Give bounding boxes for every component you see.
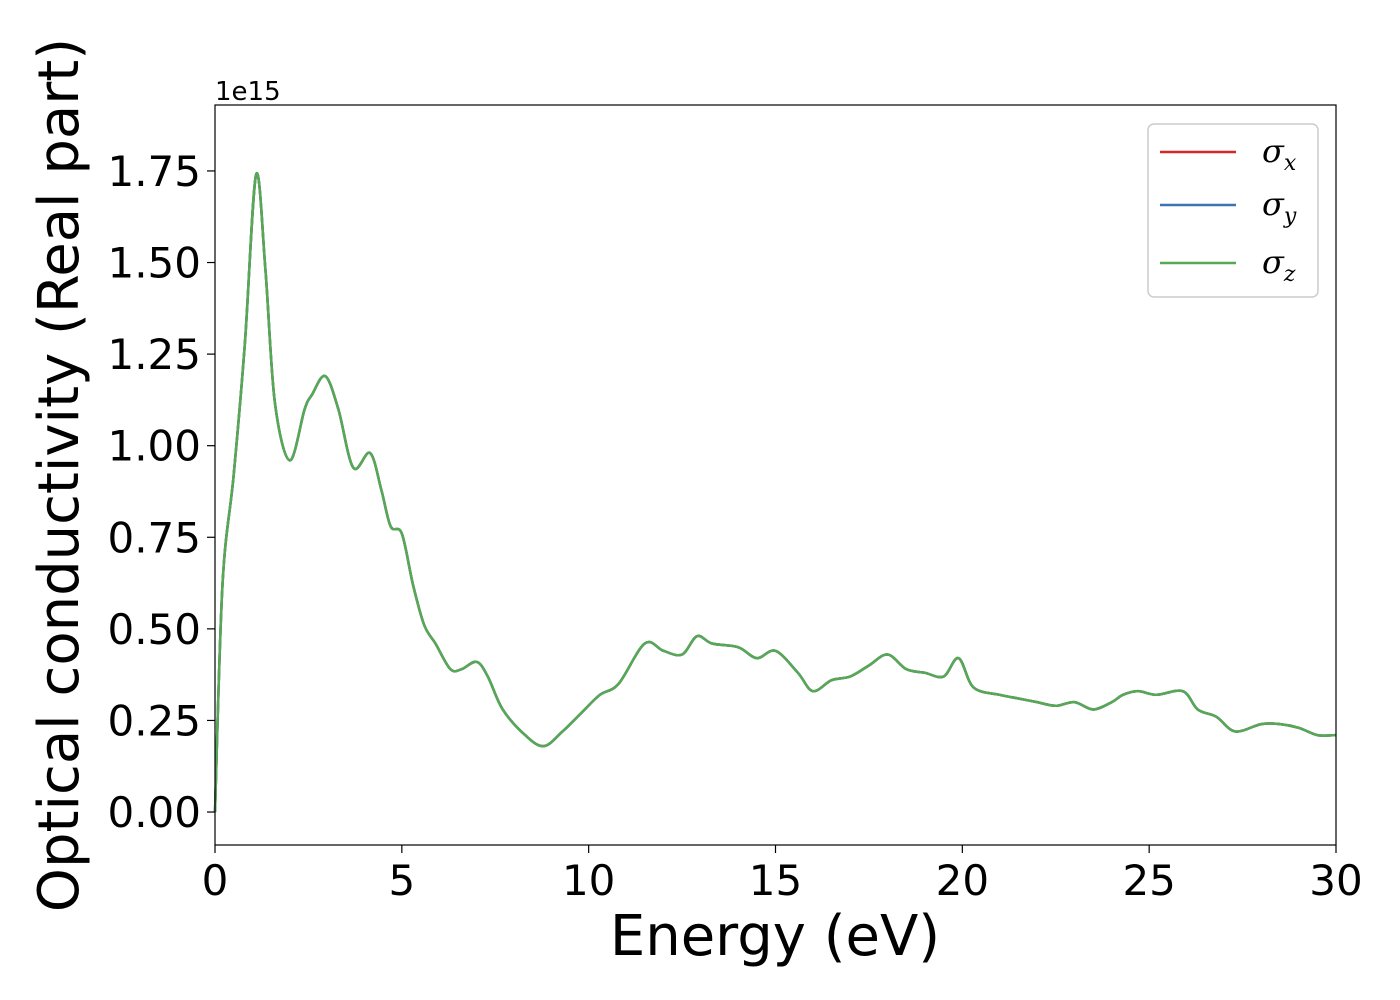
y-tick-label: 1.25 (107, 330, 201, 379)
series-layer (213, 171, 1337, 813)
legend-label-sigma-z: σz (1262, 243, 1296, 287)
x-tick-label: 30 (1309, 856, 1362, 905)
x-tick-label: 0 (202, 856, 229, 905)
y-tick-label: 0.00 (107, 788, 201, 837)
legend-label-sigma-y: σy (1262, 185, 1297, 229)
legend-symbol-sigma-z: σ (1262, 243, 1285, 281)
y-tick-label: 1.00 (107, 422, 201, 471)
y-tick-label: 0.25 (107, 696, 201, 745)
y-tick-label: 1.75 (107, 147, 201, 196)
legend: σx σy σz (1147, 123, 1319, 298)
x-axis: 0 5 10 15 20 25 30 (202, 845, 1363, 905)
y-tick-label: 0.75 (107, 513, 201, 562)
y-axis-label: Optical conductivity (Real part) (27, 38, 92, 912)
legend-sub-z: z (1283, 262, 1296, 287)
legend-label-sigma-x: σx (1262, 132, 1297, 176)
y-axis: 0.00 0.25 0.50 0.75 1.00 1.25 1.50 1.75 (107, 147, 215, 837)
x-tick-label: 15 (749, 856, 802, 905)
legend-sub-y: y (1283, 204, 1297, 229)
legend-box (1147, 123, 1319, 298)
x-tick-label: 20 (936, 856, 989, 905)
x-tick-label: 25 (1122, 856, 1175, 905)
legend-symbol-sigma-y: σ (1262, 185, 1285, 223)
legend-symbol-sigma-x: σ (1262, 132, 1285, 170)
x-tick-label: 5 (388, 856, 415, 905)
y-tick-label: 1.50 (107, 239, 201, 288)
legend-sub-x: x (1284, 151, 1297, 176)
x-axis-label: Energy (eV) (610, 904, 940, 969)
series-line-sigma-z (213, 171, 1337, 813)
x-tick-label: 10 (562, 856, 615, 905)
y-tick-label: 0.50 (107, 605, 201, 654)
y-offset-label: 1e15 (215, 77, 281, 107)
